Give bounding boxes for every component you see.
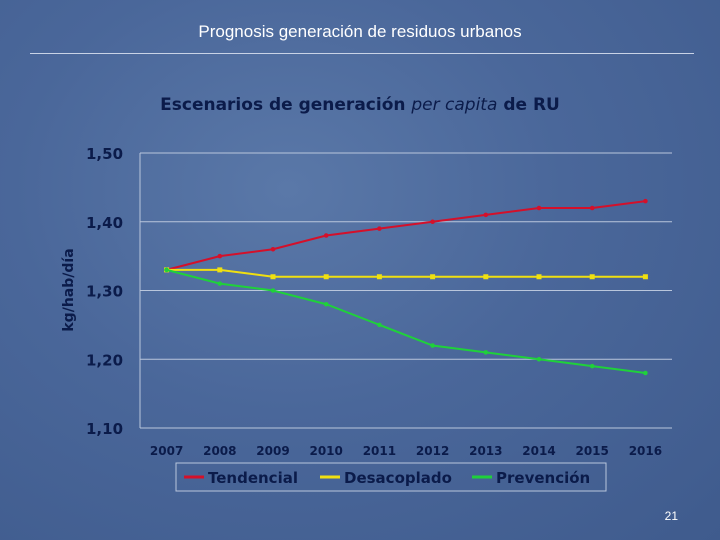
data-point xyxy=(270,288,276,293)
x-tick-label: 2008 xyxy=(203,444,236,458)
chart-title-part-3: de RU xyxy=(497,95,559,115)
chart-title-part-1: Escenarios de generación xyxy=(160,95,411,115)
x-tick-label: 2012 xyxy=(416,444,449,458)
data-point xyxy=(483,350,489,355)
legend: Tendencial Desacoplado Prevención xyxy=(175,462,607,492)
x-tick-label: 2016 xyxy=(629,444,662,458)
legend-box xyxy=(175,462,607,492)
legend-label: Desacoplado xyxy=(344,469,452,487)
legend-label: Tendencial xyxy=(208,469,298,487)
series-lines xyxy=(164,198,648,376)
data-point xyxy=(643,198,648,204)
y-tick-label: 1,40 xyxy=(86,214,123,232)
data-point xyxy=(376,274,382,280)
y-axis-label: kg/hab/día xyxy=(61,248,77,331)
data-point xyxy=(430,219,435,225)
x-tick-label: 2011 xyxy=(363,444,396,458)
axes: 1,10 1,20 1,30 1,40 1,50 2007 2008 2009 2010 2011… xyxy=(86,145,672,458)
data-point xyxy=(536,356,542,362)
data-point xyxy=(323,274,329,280)
data-point xyxy=(164,267,169,273)
grid-lines xyxy=(140,152,672,360)
y-tick-label: 1,30 xyxy=(86,283,123,301)
chart-title-part-2: per capita xyxy=(410,95,497,115)
title-divider xyxy=(30,53,694,54)
data-point xyxy=(217,267,223,273)
data-point xyxy=(217,253,223,259)
data-point xyxy=(323,233,329,238)
data-point xyxy=(483,212,489,218)
slide-title: Prognosis generación de residuos urbanos xyxy=(198,22,522,41)
x-tick-label: 2014 xyxy=(522,444,555,458)
data-point xyxy=(589,274,595,280)
series-line-1 xyxy=(166,268,646,278)
x-tick-label: 2009 xyxy=(256,444,289,458)
x-tick-label: 2013 xyxy=(469,444,502,458)
data-point xyxy=(430,274,436,280)
data-point xyxy=(377,322,382,328)
data-point xyxy=(536,274,542,280)
data-point xyxy=(643,370,648,376)
legend-label: Prevención xyxy=(496,469,590,487)
data-point xyxy=(377,226,382,231)
data-point xyxy=(430,343,435,348)
data-point xyxy=(536,205,542,211)
data-point xyxy=(270,246,276,252)
data-point xyxy=(270,274,276,280)
page-number: 21 xyxy=(664,509,678,523)
data-point xyxy=(642,274,648,280)
y-tick-label: 1,50 xyxy=(86,145,123,163)
series-line-0 xyxy=(166,200,646,271)
data-point xyxy=(589,363,595,369)
data-point xyxy=(483,274,489,280)
data-point xyxy=(589,205,595,211)
chart-title: Escenarios de generación per capita de R… xyxy=(160,95,560,115)
x-tick-label: 2015 xyxy=(575,444,608,458)
y-tick-label: 1,20 xyxy=(86,351,123,369)
x-tick-label: 2007 xyxy=(150,444,183,458)
data-point xyxy=(323,301,329,307)
y-tick-label: 1,10 xyxy=(86,420,123,438)
x-tick-label: 2010 xyxy=(309,444,342,458)
data-point xyxy=(217,281,223,286)
series-line-2 xyxy=(166,268,646,374)
